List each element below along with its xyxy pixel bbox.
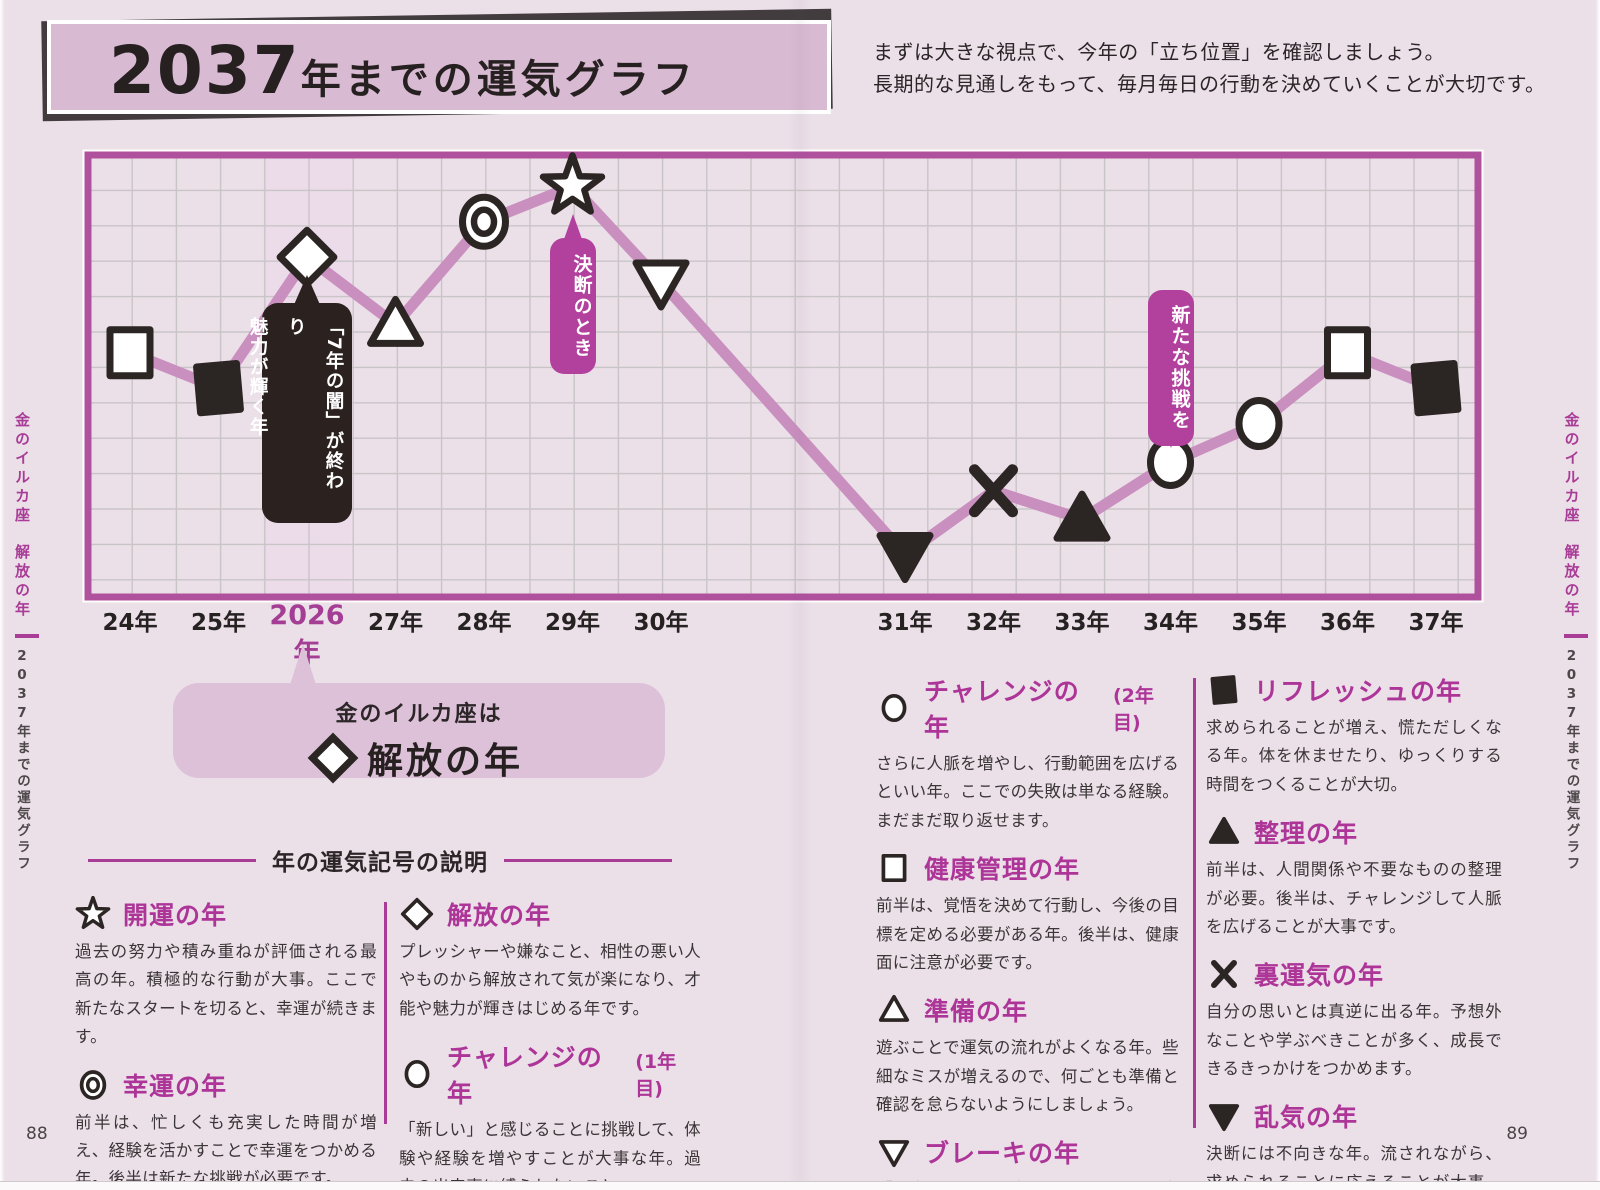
page-number-left: 88 — [26, 1124, 48, 1144]
x-mark-icon — [1211, 960, 1237, 989]
sidebar-dash — [14, 634, 39, 638]
heading-rule-left — [88, 858, 256, 862]
legend-item: リフレッシュの年求められることが増え、慌ただしくなる年。体を休ませたり、ゆっくり… — [1206, 672, 1502, 799]
page-gutter — [788, 0, 812, 1190]
legend-item-head: 開運の年 — [75, 896, 377, 932]
legend-item-head: 健康管理の年 — [876, 850, 1179, 886]
page-subtitle: まずは大きな視点で、今年の「立ち位置」を確認しましょう。 長期的な見通しをもって… — [873, 36, 1546, 101]
legend-item-description: 自分の思いとは真逆に出る年。予想外なことや学ぶべきことが多く、成長できるきっかけ… — [1206, 1002, 1502, 1078]
legend-item-description: 遊ぶことで運気の流れがよくなる年。些細なミスが増えるので、何ごとも準備と確認を怠… — [876, 1038, 1179, 1114]
sidebar-year-type: 解放の年 — [13, 544, 31, 620]
page-title-number: 2037 — [109, 32, 301, 109]
legend-item-description: さらに人脈を増やし、行動範囲を広げるといい年。ここでの失敗は単なる経験。まだまだ… — [876, 754, 1179, 830]
legend-item-head: 裏運気の年 — [1206, 956, 1502, 992]
legend-item-name: 幸運の年 — [123, 1071, 228, 1101]
sidebar-left: 金のイルカ座解放の年 2037年までの運気グラフ — [12, 412, 39, 873]
legend-item: 整理の年前半は、人間関係や不要なものの整理が必要。後半は、チャレンジして人脈を広… — [1206, 814, 1502, 941]
legend-item-head: リフレッシュの年 — [1206, 672, 1502, 708]
square-filled-icon — [1210, 675, 1238, 705]
subtitle-line-2: 長期的な見通しをもって、毎月毎日の行動を決めていくことが大切です。 — [873, 72, 1546, 97]
legend-item: チャレンジの年 (2年目) さらに人脈を増やし、行動範囲を広げるといい年。ここでの失… — [876, 672, 1179, 835]
heading-rule-right — [504, 858, 672, 862]
legend-item: 乱気の年決断には不向きな年。流されながら、求められることに応えることが大事。体調… — [1206, 1098, 1502, 1190]
legend-heading: 年の運気記号の説明 — [70, 843, 690, 877]
circle-open-icon — [881, 693, 907, 723]
legend-item-description: 前半は、忙しくも充実した時間が増え、経験を活かすことで幸運をつかめる年。後半は新… — [75, 1112, 377, 1189]
double-circle-icon — [79, 1069, 107, 1100]
legend-item-name: ブレーキの年 — [924, 1139, 1081, 1169]
legend-item: チャレンジの年 (1年目) 「新しい」と感じることに挑戦して、体験や経験を増やすこと… — [399, 1038, 701, 1190]
legend-item-name: 準備の年 — [924, 997, 1029, 1027]
legend-item-name: 開運の年 — [123, 901, 228, 930]
sidebar-zodiac: 金のイルカ座 — [1562, 412, 1581, 526]
legend-item: 準備の年遊ぶことで運気の流れがよくなる年。些細なミスが増えるので、何ごとも準備と… — [876, 992, 1179, 1119]
legend-item-name: チャレンジの年 — [447, 1043, 603, 1109]
sidebar-caption: 2037年までの運気グラフ — [14, 648, 30, 873]
page-number-right: 89 — [1506, 1124, 1528, 1144]
sidebar-caption: 2037年までの運気グラフ — [1563, 648, 1580, 873]
subtitle-line-1: まずは大きな視点で、今年の「立ち位置」を確認しましょう。 — [873, 40, 1445, 64]
legend-item-name: 乱気の年 — [1254, 1103, 1359, 1133]
speech-bubble-tail — [289, 644, 317, 688]
legend-item-name: 健康管理の年 — [924, 855, 1081, 885]
legend-column-4: リフレッシュの年求められることが増え、慌ただしくなる年。体を休ませたり、ゆっくり… — [1206, 672, 1502, 1190]
legend-item: 健康管理の年前半は、覚悟を決めて行動し、今後の目標を定める必要がある年。後半は、… — [876, 850, 1179, 977]
sidebar-right: 金のイルカ座解放の年 2037年までの運気グラフ — [1562, 412, 1588, 873]
legend-item-head: チャレンジの年 (2年目) — [876, 672, 1179, 744]
legend-item: 幸運の年前半は、忙しくも充実した時間が増え、経験を活かすことで幸運をつかめる年。… — [75, 1067, 377, 1190]
legend-item-description: プレッシャーや嫌なこと、相性の悪い人やものから解放されて気が楽になり、才能や魅力… — [399, 942, 701, 1018]
legend-item-name: 解放の年 — [447, 901, 552, 930]
bubble-zodiac-line: 金のイルカ座は — [335, 702, 503, 727]
square-open-icon — [881, 854, 907, 883]
legend-item-head: 乱気の年 — [1206, 1098, 1502, 1134]
title-banner: 2037 年までの運気グラフ — [47, 20, 831, 114]
legend-item-description: 前半は、人間関係や不要なものの整理が必要。後半は、チャレンジして人脈を広げること… — [1206, 860, 1502, 936]
bubble-year-type-line: 解放の年 — [173, 732, 665, 784]
legend-item-name: 整理の年 — [1254, 819, 1359, 849]
legend-divider-left — [384, 902, 387, 1124]
speech-bubble: 金のイルカ座は 解放の年 — [173, 683, 665, 784]
legend-item-head: ブレーキの年 — [876, 1134, 1179, 1170]
triangle-up-open-icon — [878, 995, 910, 1023]
legend-item: 開運の年過去の努力や積み重ねが評価される最高の年。積極的な行動が大事。ここで新た… — [75, 896, 377, 1052]
legend-item-head: 準備の年 — [876, 992, 1179, 1028]
legend-column-2: 解放の年プレッシャーや嫌なこと、相性の悪い人やものから解放されて気が楽になり、才… — [399, 896, 701, 1190]
page-edge-left — [0, 0, 5, 1190]
legend-column-1: 開運の年過去の努力や積み重ねが評価される最高の年。積極的な行動が大事。ここで新た… — [75, 896, 377, 1190]
legend-item-description: 前半は、覚悟を決めて行動し、今後の目標を定める必要がある年。後半は、健康面に注意… — [876, 896, 1179, 972]
page-title: 年までの運気グラフ — [300, 57, 697, 103]
sidebar-year-type: 解放の年 — [1562, 544, 1581, 620]
legend-item-suffix: (1年目) — [635, 1051, 677, 1101]
legend-item-head: チャレンジの年 (1年目) — [399, 1038, 701, 1110]
triangle-up-filled-icon — [1208, 817, 1240, 845]
legend-item-head: 幸運の年 — [75, 1067, 377, 1103]
diamond-icon — [307, 732, 359, 784]
legend-column-3: チャレンジの年 (2年目) さらに人脈を増やし、行動範囲を広げるといい年。ここでの失… — [876, 672, 1179, 1190]
diamond-open-icon — [400, 897, 434, 931]
circle-open-icon — [404, 1060, 430, 1089]
star-open-icon — [75, 896, 111, 930]
triangle-down-filled-icon — [1208, 1104, 1240, 1132]
legend-divider-right — [1193, 678, 1196, 1128]
legend-item-description: 過去の努力や積み重ねが評価される最高の年。積極的な行動が大事。ここで新たなスター… — [75, 942, 377, 1047]
legend-item-description: 求められることが増え、慌ただしくなる年。体を休ませたり、ゆっくりする時間をつくる… — [1206, 718, 1502, 794]
legend-item-suffix: (2年目) — [1112, 685, 1154, 734]
legend-item-name: チャレンジの年 — [924, 677, 1080, 742]
bubble-year-type: 解放の年 — [366, 741, 523, 782]
triangle-down-open-icon — [878, 1140, 910, 1168]
legend-item-head: 整理の年 — [1206, 814, 1502, 850]
page-edge-right — [1595, 0, 1600, 1190]
legend-item-description: 「新しい」と感じることに挑戦して、体験や経験を増やすことが大事な年。過去の出来事… — [399, 1120, 701, 1190]
sidebar-zodiac: 金のイルカ座 — [13, 412, 31, 526]
page-edge-bottom — [0, 1181, 1600, 1190]
legend-heading-text: 年の運気記号の説明 — [272, 850, 488, 876]
sidebar-dash — [1564, 634, 1588, 638]
legend-item: 裏運気の年自分の思いとは真逆に出る年。予想外なことや学ぶべきことが多く、成長でき… — [1206, 956, 1502, 1083]
legend-item-name: リフレッシュの年 — [1254, 677, 1463, 706]
legend-item: 解放の年プレッシャーや嫌なこと、相性の悪い人やものから解放されて気が楽になり、才… — [399, 896, 701, 1023]
legend-item-name: 裏運気の年 — [1254, 961, 1385, 991]
legend-item-head: 解放の年 — [399, 896, 701, 932]
